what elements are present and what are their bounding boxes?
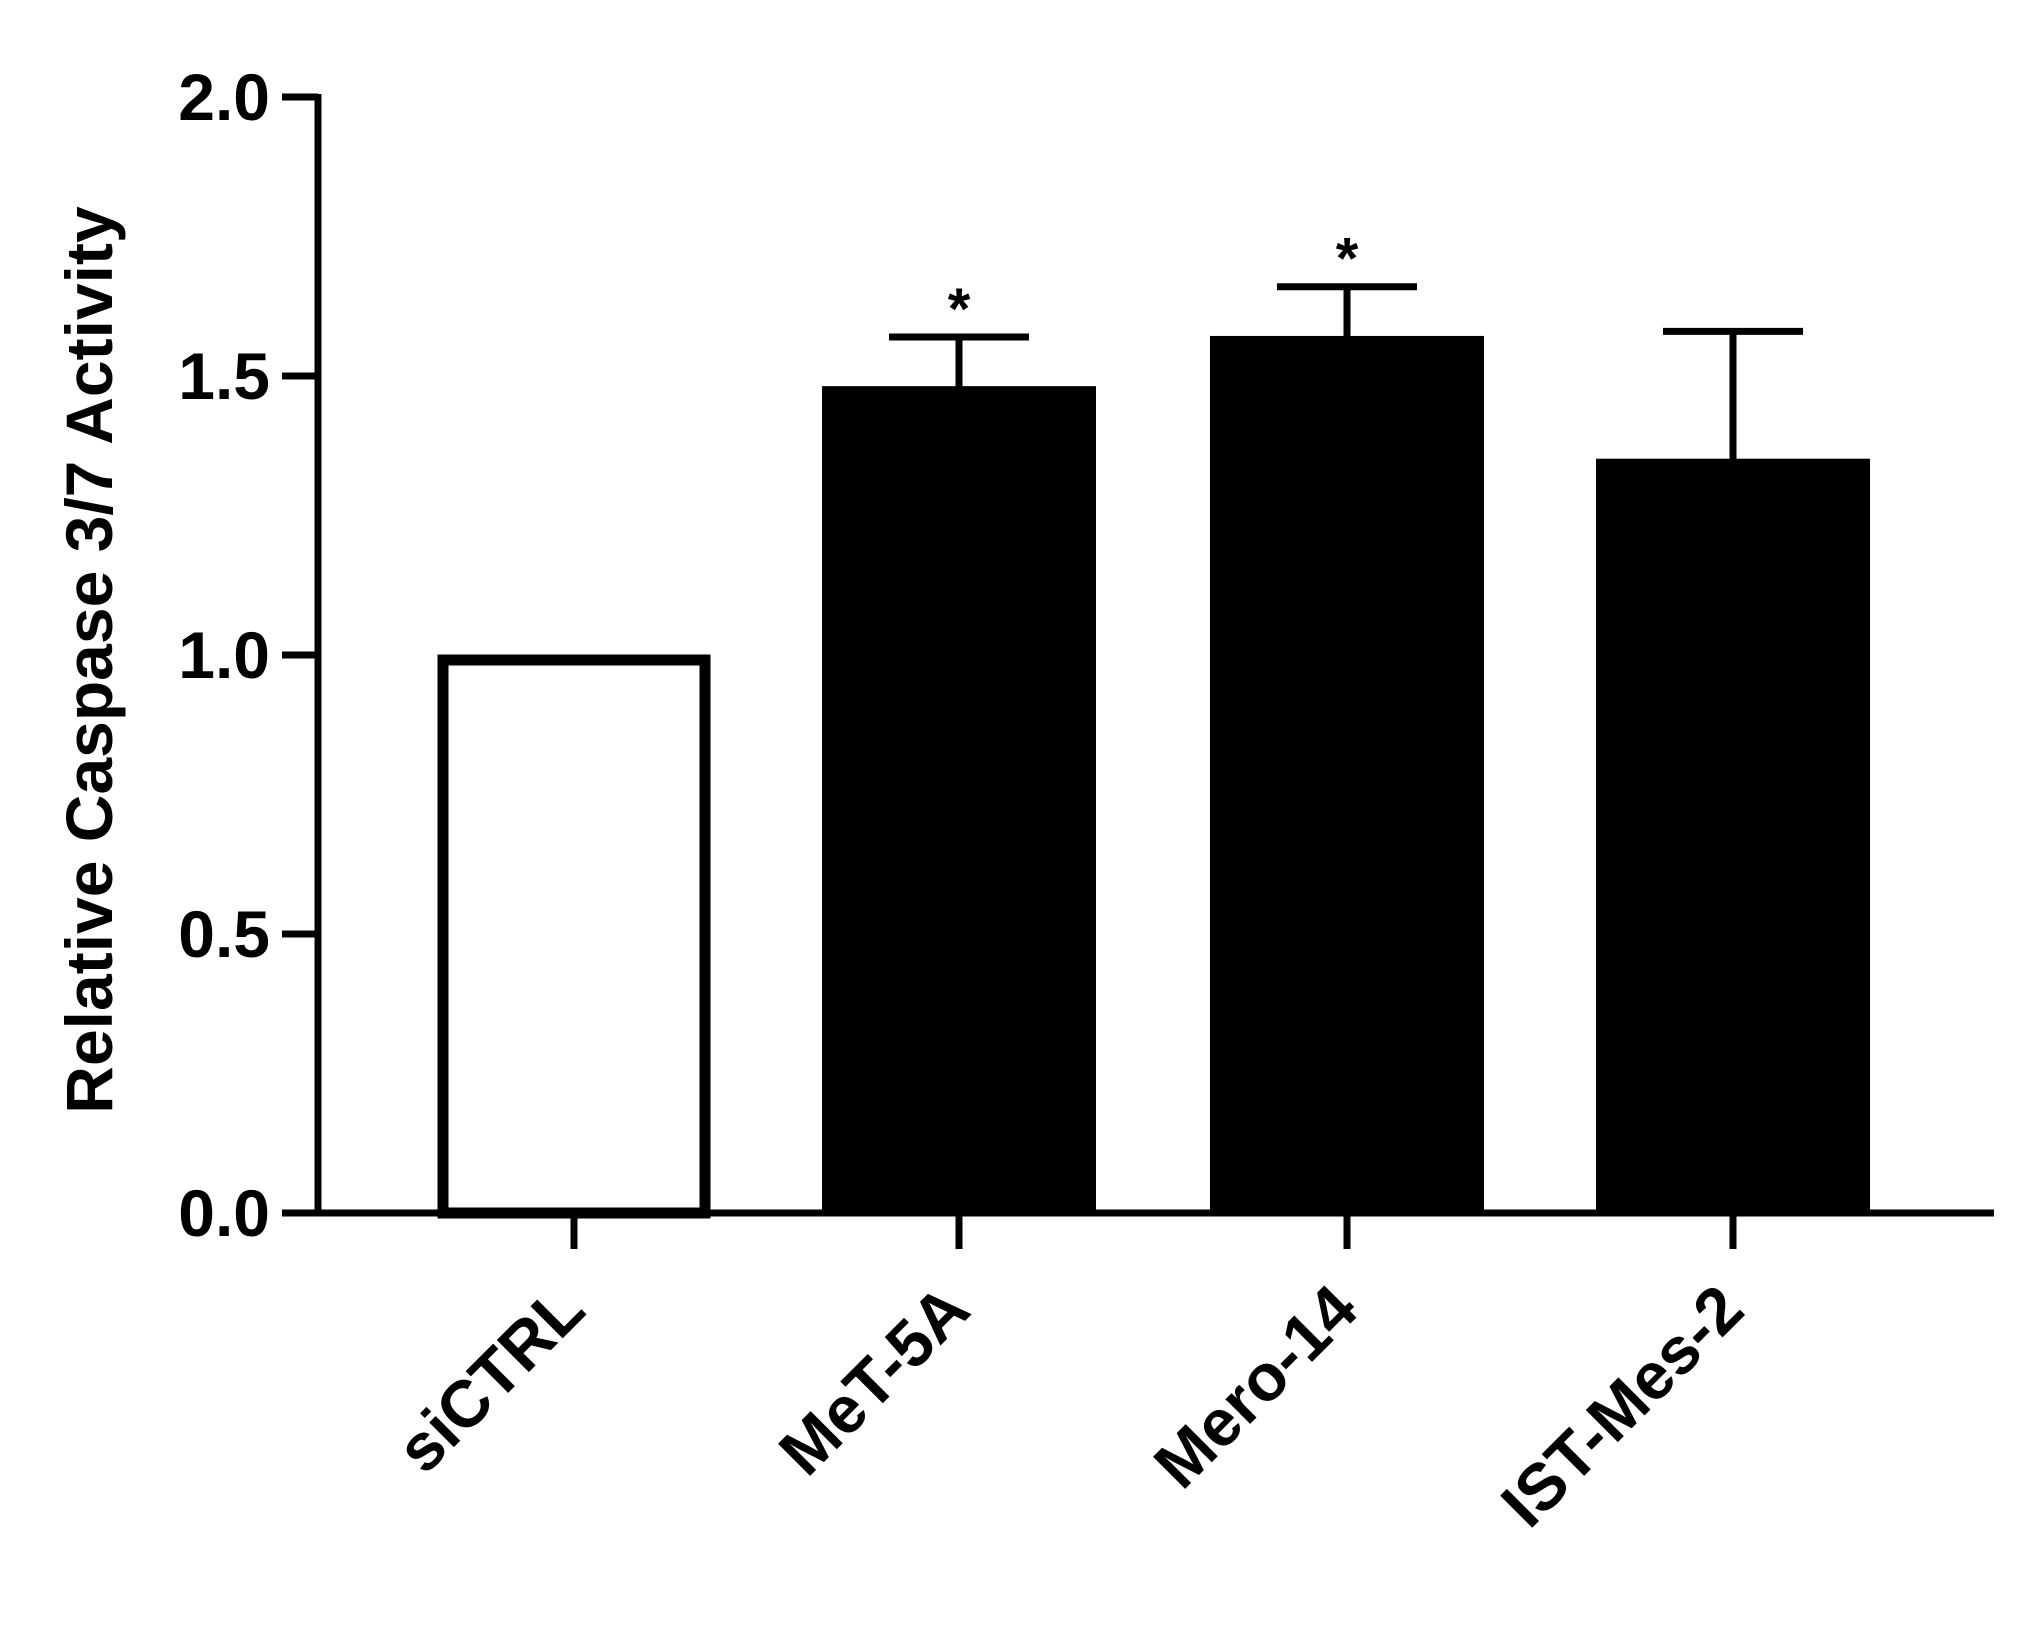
- significance-asterisk: *: [1336, 227, 1359, 292]
- bar-met-5a: [822, 386, 1096, 1215]
- x-category-label: IST-Mes-2: [1487, 1271, 1757, 1541]
- bar-sictrl: [437, 654, 711, 1219]
- x-category-label: MeT-5A: [765, 1271, 983, 1489]
- category-labels: siCTRL MeT-5A Mero-14 IST-Mes-2: [382, 1270, 1757, 1540]
- x-axis-ticks: [570, 1213, 1737, 1249]
- y-tick-label: 1.5: [178, 339, 270, 413]
- significance-marks: **: [948, 227, 1359, 342]
- x-category-label: Mero-14: [1140, 1270, 1371, 1501]
- bar-mero-14: [1210, 335, 1484, 1214]
- error-bars: [889, 283, 1803, 460]
- bars: [437, 335, 1870, 1219]
- y-tick-label: 0.5: [178, 897, 270, 971]
- bar-ist-mes-2: [1596, 458, 1870, 1214]
- y-tick-label: 1.0: [178, 618, 270, 692]
- y-axis-ticks: 0.0 0.5 1.0 1.5 2.0: [178, 60, 318, 1250]
- y-tick-label: 2.0: [178, 60, 270, 134]
- y-axis-label: Relative Caspase 3/7 Activity: [52, 206, 126, 1114]
- y-tick-label: 0.0: [178, 1176, 270, 1250]
- significance-asterisk: *: [948, 277, 971, 342]
- x-category-label: siCTRL: [382, 1271, 598, 1487]
